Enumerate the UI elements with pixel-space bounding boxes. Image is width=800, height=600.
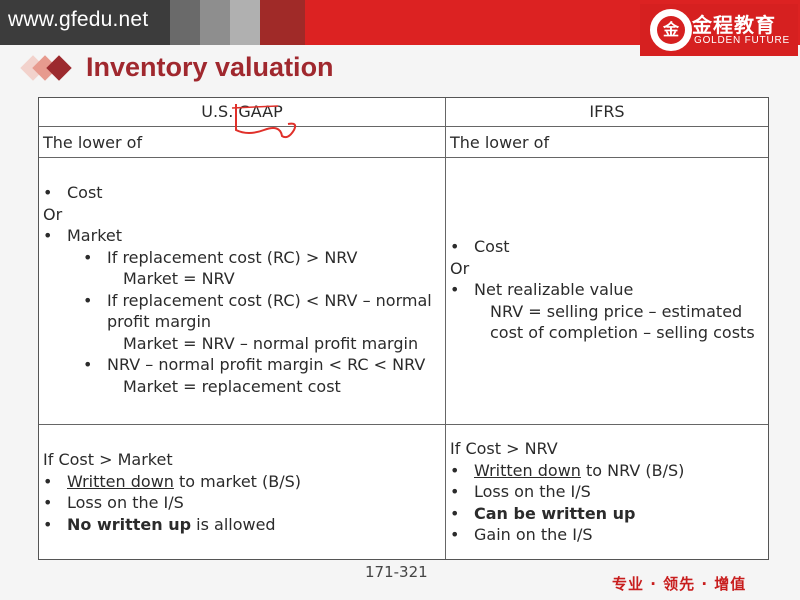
rule-text: cost of completion – selling costs bbox=[490, 323, 755, 342]
rule-line: Market = NRV bbox=[43, 268, 432, 290]
rule-text: Cost bbox=[67, 183, 103, 202]
header-ifrs: IFRS bbox=[589, 102, 625, 121]
result-item: • Written down to market (B/S) bbox=[43, 471, 301, 493]
title-diamond-icon bbox=[20, 55, 82, 85]
bold-term: Can be written up bbox=[474, 503, 636, 523]
bullet-icon: • bbox=[43, 226, 53, 245]
bold-term: No written up bbox=[67, 514, 192, 534]
underlined-term: Written down bbox=[474, 460, 581, 480]
bullet-icon: • bbox=[450, 237, 460, 256]
result-text: Gain on the I/S bbox=[474, 525, 593, 544]
pen-annotation-mark bbox=[231, 104, 297, 139]
logo-chinese-name: 金程教育 bbox=[692, 13, 776, 37]
rule-text: Market bbox=[67, 226, 122, 245]
rule-line: NRV = selling price – estimated bbox=[450, 301, 755, 323]
rule-line: cost of completion – selling costs bbox=[450, 322, 755, 344]
comparison-table: U.S. GAAP IFRS The lower of The lower of… bbox=[38, 97, 769, 560]
bullet-icon: • bbox=[43, 183, 53, 202]
rule-line: Or bbox=[43, 204, 432, 226]
rule-text: If replacement cost (RC) < NRV – normal bbox=[107, 290, 432, 310]
rule-text: profit margin bbox=[107, 312, 212, 331]
page-number: 171-321 bbox=[365, 563, 428, 581]
rule-line: • Net realizable value bbox=[450, 279, 755, 301]
ifrs-result-heading: If Cost > NRV bbox=[450, 439, 558, 458]
bullet-icon: • bbox=[450, 460, 460, 480]
result-item: • Gain on the I/S bbox=[450, 524, 684, 546]
result-item: • Can be written up bbox=[450, 503, 684, 525]
result-item: • Loss on the I/S bbox=[450, 481, 684, 503]
ifrs-intro: The lower of bbox=[450, 133, 550, 152]
bullet-icon: • bbox=[83, 247, 93, 267]
rule-line: Market = NRV – normal profit margin bbox=[43, 333, 432, 355]
rule-line: • If replacement cost (RC) > NRV bbox=[43, 247, 432, 269]
result-text: is allowed bbox=[191, 514, 276, 534]
gaap-market-rules: • Cost Or • Market • If replacement cost (RC) … bbox=[43, 182, 432, 397]
rule-line: • Market bbox=[43, 225, 432, 247]
rule-line: profit margin bbox=[43, 311, 432, 333]
gaap-result-heading: If Cost > Market bbox=[43, 450, 173, 469]
bullet-icon: • bbox=[43, 514, 53, 534]
page-title: Inventory valuation bbox=[86, 52, 334, 82]
rule-line: Market = replacement cost bbox=[43, 376, 432, 398]
rule-line: • Cost bbox=[43, 182, 432, 204]
bullet-icon: • bbox=[43, 471, 53, 491]
rule-text: If replacement cost (RC) > NRV bbox=[107, 247, 358, 267]
company-logo: 金 金程教育 GOLDEN FUTURE bbox=[640, 4, 798, 56]
site-url: www.gfedu.net bbox=[8, 8, 149, 31]
ifrs-valuation-rules: • Cost Or • Net realizable value NRV = sellin… bbox=[450, 236, 755, 344]
rule-text: Market = replacement cost bbox=[123, 376, 341, 396]
bullet-icon: • bbox=[83, 290, 93, 310]
ifrs-result: If Cost > NRV • Written down to NRV (B/S)… bbox=[450, 438, 684, 546]
logo-seal-icon: 金 bbox=[650, 9, 692, 51]
footer-slogan: 专业 · 领先 · 增值 bbox=[612, 575, 747, 593]
result-item: • No written up is allowed bbox=[43, 514, 301, 536]
rule-line: • If replacement cost (RC) < NRV – normal bbox=[43, 290, 432, 312]
rule-text: NRV = selling price – estimated bbox=[490, 301, 743, 321]
rule-text: Market = NRV – normal profit margin bbox=[123, 333, 419, 353]
result-text: to NRV (B/S) bbox=[580, 460, 685, 480]
bullet-icon: • bbox=[83, 355, 93, 374]
rule-line: • Cost bbox=[450, 236, 755, 258]
logo-english-name: GOLDEN FUTURE bbox=[694, 35, 790, 46]
bullet-icon: • bbox=[450, 525, 460, 544]
rule-text: Cost bbox=[474, 237, 510, 256]
bullet-icon: • bbox=[450, 482, 460, 501]
rule-line: Or bbox=[450, 258, 755, 280]
result-text: to market (B/S) bbox=[173, 471, 302, 491]
rule-text: Or bbox=[450, 258, 470, 278]
gaap-result: If Cost > Market • Written down to market… bbox=[43, 449, 301, 535]
rule-text: Market = NRV bbox=[123, 269, 235, 288]
rule-text: NRV – normal profit margin < RC < NRV bbox=[107, 355, 426, 374]
rule-line: • NRV – normal profit margin < RC < NRV bbox=[43, 354, 432, 376]
result-text: Loss on the I/S bbox=[474, 482, 591, 501]
rule-text: Or bbox=[43, 204, 63, 224]
result-item: • Loss on the I/S bbox=[43, 492, 301, 514]
bullet-icon: • bbox=[450, 280, 460, 299]
rule-text: Net realizable value bbox=[474, 280, 634, 299]
bullet-icon: • bbox=[450, 503, 460, 523]
bullet-icon: • bbox=[43, 493, 53, 512]
gaap-intro: The lower of bbox=[43, 133, 143, 152]
result-item: • Written down to NRV (B/S) bbox=[450, 460, 684, 482]
underlined-term: Written down bbox=[67, 471, 174, 491]
result-text: Loss on the I/S bbox=[67, 493, 184, 512]
